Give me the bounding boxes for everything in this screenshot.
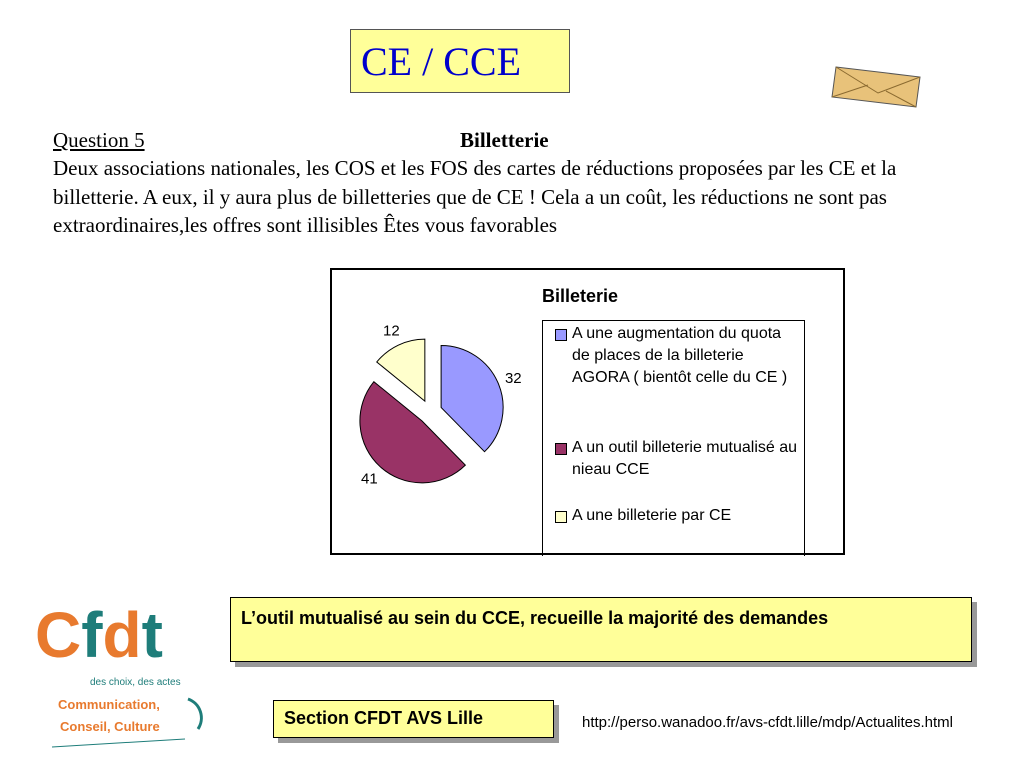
source-url[interactable]: http://perso.wanadoo.fr/avs-cfdt.lille/m… [582, 714, 954, 731]
legend-swatch [555, 511, 567, 523]
svg-text:Communication,: Communication, [58, 697, 160, 712]
data-label: 41 [361, 471, 378, 488]
pie-slice [376, 338, 426, 403]
slide-title: CE / CCE [350, 29, 570, 93]
legend-item: A un outil billeterie mutualisé au nieau… [555, 437, 803, 481]
data-label: 32 [505, 370, 522, 387]
question-label: Question 5 [53, 128, 145, 152]
legend-swatch [555, 329, 567, 341]
svg-text:Conseil, Culture: Conseil, Culture [60, 719, 160, 734]
section-label: Section CFDT AVS Lille [273, 700, 554, 738]
envelope-icon [831, 66, 921, 108]
chart-legend: A une augmentation du quota de places de… [542, 320, 805, 556]
chart-title: Billeterie [542, 286, 619, 306]
cfdt-logo: Cfdt des choix, des actes Communication,… [35, 599, 203, 748]
data-label: 12 [383, 323, 400, 340]
question-title: Billetterie [460, 128, 549, 152]
svg-text:Cfdt: Cfdt [35, 599, 163, 671]
question-text: Deux associations nationales, les COS et… [53, 156, 897, 237]
pie-chart: 32 41 12 Billeterie A une augmentation du … [330, 268, 845, 556]
legend-label: A une augmentation du quota de places de… [572, 325, 788, 386]
legend-label: A un outil billeterie mutualisé au nieau… [572, 439, 798, 478]
legend-item: A une billeterie par CE [555, 505, 803, 527]
legend-swatch [555, 443, 567, 455]
legend-label: A une billeterie par CE [572, 507, 732, 524]
pie-plot: 32 41 12 [359, 323, 522, 488]
pie-slice [359, 380, 467, 484]
legend-item: A une augmentation du quota de places de… [555, 323, 803, 389]
svg-text:des choix, des actes: des choix, des actes [90, 677, 181, 688]
pie-slice [440, 344, 504, 453]
conclusion-box: L’outil mutualisé au sein du CCE, recuei… [230, 597, 972, 662]
